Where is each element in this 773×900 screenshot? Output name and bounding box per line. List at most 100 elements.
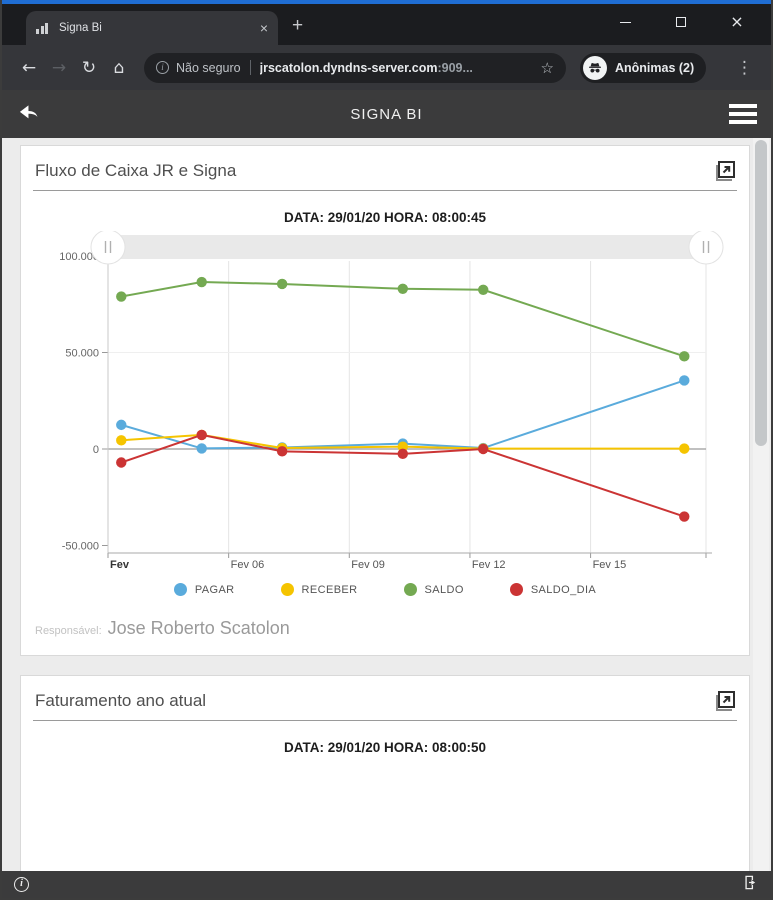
data-point-receber[interactable] [397, 441, 408, 452]
maximize-button[interactable] [653, 6, 709, 38]
browser-menu-icon[interactable]: ⋮ [736, 57, 753, 78]
browser-toolbar: ← → ↻ ⌂ i Não seguro jrscatolon.dyndns-s… [2, 45, 771, 90]
menu-hamburger-icon[interactable] [729, 104, 757, 124]
logout-icon[interactable] [742, 874, 759, 896]
forward-button[interactable]: → [51, 57, 67, 78]
series-line-saldo [121, 281, 685, 358]
site-info-icon[interactable]: i [156, 61, 169, 74]
svg-text:0: 0 [93, 444, 99, 456]
card-title-row: Fluxo de Caixa JR e Signa [33, 146, 737, 191]
range-slider-track[interactable] [108, 235, 706, 259]
legend-dot [509, 583, 523, 596]
info-icon[interactable]: i [14, 877, 29, 892]
range-slider-handle-left[interactable] [90, 231, 126, 265]
tab-close-icon[interactable]: × [259, 20, 268, 36]
legend-item-receber[interactable]: RECEBER [280, 583, 358, 596]
home-button[interactable]: ⌂ [113, 57, 125, 78]
svg-text:-50.000: -50.000 [62, 541, 99, 553]
browser-tab[interactable]: Signa Bi × [26, 11, 278, 45]
card-title: Fluxo de Caixa JR e Signa [35, 161, 237, 180]
expand-icon[interactable] [713, 689, 737, 713]
bar-chart-favicon-icon [36, 22, 50, 34]
web-page: SIGNA BI Fluxo de Caixa JR e Signa DATA:… [2, 90, 771, 898]
revenue-card: Faturamento ano atual DATA: 29/01/20 HOR… [20, 675, 750, 898]
card-title: Faturamento ano atual [35, 691, 207, 710]
chart-timestamp: DATA: 29/01/20 HORA: 08:00:45 [283, 210, 487, 225]
legend-item-saldo[interactable]: SALDO [403, 583, 464, 596]
close-button[interactable]: × [730, 12, 744, 31]
data-point-saldo_dia[interactable] [116, 457, 127, 468]
svg-text:50.000: 50.000 [65, 348, 99, 360]
responsible-name: Jose Roberto Scatolon [107, 618, 290, 638]
data-point-receber[interactable] [116, 435, 127, 446]
responsible-label: Responsável: [35, 625, 102, 637]
bookmark-star-icon[interactable]: ☆ [540, 58, 554, 77]
omnibox-separator [249, 60, 251, 75]
app-footer: i [2, 871, 771, 898]
card-title-row: Faturamento ano atual [33, 676, 737, 721]
address-bar[interactable]: i Não seguro jrscatolon.dyndns-server.co… [144, 52, 566, 83]
legend-label: SALDO [424, 583, 464, 596]
browser-tab-strip: Signa Bi × + × [2, 4, 771, 45]
data-point-saldo_dia[interactable] [397, 448, 408, 460]
url-text[interactable]: jrscatolon.dyndns-server.com:909... [260, 61, 533, 75]
data-point-saldo[interactable] [478, 284, 489, 295]
incognito-icon [583, 55, 607, 80]
tab-title: Signa Bi [59, 22, 102, 34]
page-title: SIGNA BI [350, 105, 423, 123]
data-point-saldo_dia[interactable] [276, 446, 288, 457]
legend-label: PAGAR [194, 583, 235, 596]
legend-label: RECEBER [301, 583, 358, 596]
legend-item-saldo_dia[interactable]: SALDO_DIA [509, 583, 597, 596]
reload-button[interactable]: ↻ [81, 57, 97, 78]
cash-flow-line-chart[interactable]: Fev Fev 06 Fev 09 Fev 12 Fev 15 100.000 50.000… [21, 231, 749, 579]
url-host: jrscatolon.dyndns-server.com [259, 60, 438, 75]
data-point-saldo[interactable] [679, 351, 690, 362]
page-scrollbar[interactable] [753, 138, 769, 871]
series-line-saldo_dia [120, 433, 685, 518]
security-label[interactable]: Não seguro [176, 60, 241, 75]
series-line-pagar [120, 379, 685, 450]
data-point-saldo[interactable] [196, 276, 207, 288]
chart-legend: PAGAR RECEBER SALDO SALDO_DIA [21, 583, 749, 596]
legend-dot [280, 583, 294, 596]
data-point-pagar[interactable] [196, 443, 207, 454]
data-point-saldo[interactable] [276, 278, 288, 290]
svg-text:Fev: Fev [110, 559, 130, 571]
legend-dot [403, 583, 417, 596]
data-point-saldo_dia[interactable] [679, 511, 690, 522]
cash-flow-card: Fluxo de Caixa JR e Signa DATA: 29/01/20… [20, 145, 750, 656]
app-header: SIGNA BI [2, 90, 771, 138]
legend-item-pagar[interactable]: PAGAR [173, 583, 235, 596]
svg-text:Fev 06: Fev 06 [231, 559, 265, 571]
legend-dot [173, 583, 187, 596]
svg-text:100.000: 100.000 [59, 251, 99, 263]
data-point-saldo_dia[interactable] [478, 443, 489, 455]
data-point-saldo_dia[interactable] [196, 429, 207, 441]
scrollbar-thumb[interactable] [755, 140, 767, 446]
app-back-icon[interactable] [16, 101, 42, 127]
legend-label: SALDO_DIA [530, 583, 597, 596]
series-line-receber [121, 433, 685, 450]
svg-text:Fev 12: Fev 12 [472, 559, 506, 571]
chart-timestamp: DATA: 29/01/20 HORA: 08:00:50 [283, 740, 487, 755]
incognito-badge[interactable]: Anônimas (2) [580, 52, 707, 83]
data-point-pagar[interactable] [679, 375, 690, 386]
data-point-saldo[interactable] [397, 283, 408, 295]
data-point-saldo[interactable] [116, 291, 127, 302]
data-point-pagar[interactable] [116, 419, 127, 431]
svg-text:Fev 09: Fev 09 [351, 559, 385, 571]
range-slider-handle-right[interactable] [688, 231, 724, 265]
responsible-row: Responsável: Jose Roberto Scatolon [35, 618, 737, 639]
data-point-receber[interactable] [679, 443, 690, 454]
window-accent-strip [2, 0, 771, 4]
expand-icon[interactable] [713, 159, 737, 183]
url-port: :909... [437, 60, 473, 75]
incognito-label: Anônimas (2) [615, 60, 695, 75]
new-tab-button[interactable]: + [292, 15, 304, 36]
back-button[interactable]: ← [21, 57, 37, 78]
minimize-button[interactable] [597, 6, 653, 38]
svg-text:Fev 15: Fev 15 [593, 559, 627, 571]
window-controls: × [597, 6, 765, 38]
